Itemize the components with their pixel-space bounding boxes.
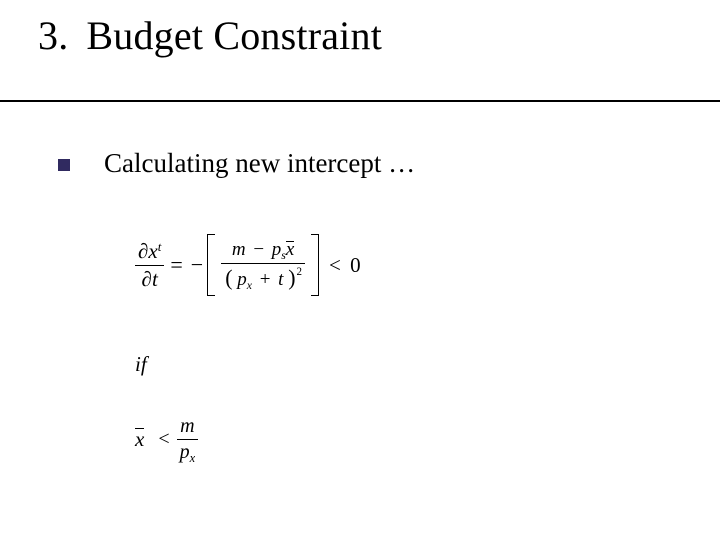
equation-1: ∂xt ∂t = − m − psx [135,230,595,300]
eq1-lhs-denominator: ∂t [139,268,161,290]
right-bracket-icon [311,234,319,296]
left-bracket-icon [207,234,215,296]
equals-sign: = [170,252,182,278]
eq1-inequality: < 0 [329,253,361,278]
plus-sign: + [260,269,271,290]
eq2-denominator: px [177,442,199,463]
eq1-lhs-numerator: ∂xt [135,240,164,262]
var-x: x [148,239,157,263]
partial-symbol: ∂ [142,267,152,291]
fraction-bar [135,265,164,266]
eq1-bracket: m − psx ( px + t )2 [207,234,319,296]
var-m: m [232,239,246,260]
sup-t: t [158,239,162,254]
zero: 0 [350,253,361,277]
eq1-rhs-denominator: ( px + t )2 [221,266,305,290]
less-than-sign: < [158,428,169,451]
body-bullet-line: Calculating new intercept … [58,148,415,179]
equation-1-row: ∂xt ∂t = − m − psx [135,230,595,300]
partial-symbol: ∂ [138,239,148,263]
title-text: Budget Constraint [86,14,382,58]
minus-sign: − [253,239,264,260]
less-than-sign: < [329,253,341,277]
negative-sign: − [191,252,203,278]
eq1-bracket-inner: m − psx ( px + t )2 [215,234,311,296]
title-number: 3. [38,14,68,58]
eq1-lhs-fraction: ∂xt ∂t [135,240,164,289]
eq1-rhs-numerator: m − psx [228,240,298,261]
equation-2: x < m px [135,416,198,463]
square-bullet-icon [58,159,70,171]
var-t: t [152,267,158,291]
body-text: Calculating new intercept … [104,148,415,179]
var-xbar: x [286,240,294,260]
var-xbar: x [135,427,144,452]
fraction-bar [177,439,199,440]
left-paren: ( [225,266,232,290]
sub-x: x [190,451,196,465]
var-p: p [237,269,247,290]
if-label: if [135,352,147,377]
slide: 3. Budget Constraint Calculating new int… [0,0,720,540]
slide-title: 3. Budget Constraint [38,14,700,58]
eq2-numerator: m [177,416,197,437]
var-t: t [278,269,283,290]
right-paren: ) [288,266,295,290]
var-p: p [180,441,190,463]
eq1-rhs-fraction: m − psx ( px + t )2 [221,240,305,290]
title-underline [0,100,720,102]
var-p: p [272,239,282,260]
eq2-rhs-fraction: m px [177,416,199,463]
fraction-bar [221,263,305,264]
sub-x: x [247,279,252,292]
squared-exponent: 2 [296,266,302,278]
